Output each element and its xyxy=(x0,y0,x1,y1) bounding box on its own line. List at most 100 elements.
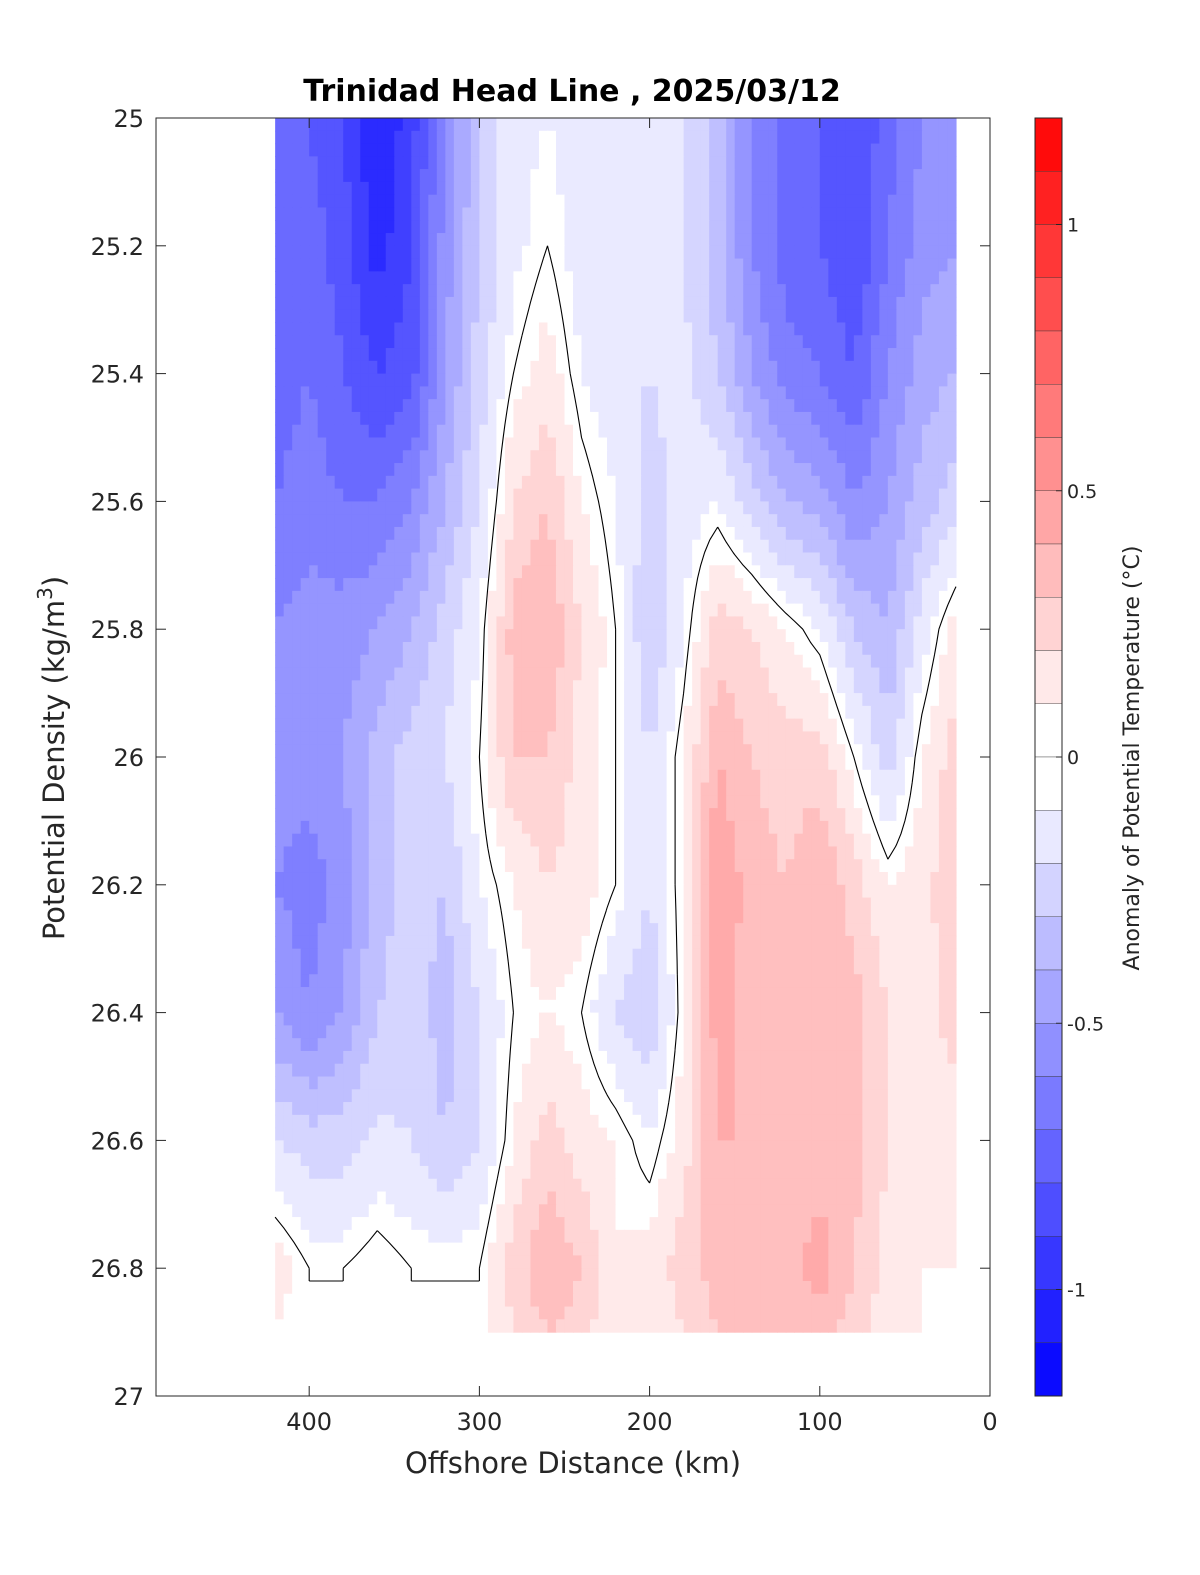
contour-cell xyxy=(930,846,940,860)
contour-cell xyxy=(479,667,489,681)
contour-cell xyxy=(921,360,932,375)
contour-cell xyxy=(360,603,370,618)
contour-cell xyxy=(649,143,659,157)
contour-cell xyxy=(334,322,344,336)
contour-cell xyxy=(930,603,940,618)
contour-cell xyxy=(683,884,693,899)
contour-cell xyxy=(666,207,676,221)
contour-cell xyxy=(709,667,719,681)
contour-cell xyxy=(819,590,829,605)
contour-cell xyxy=(598,437,608,451)
contour-cell xyxy=(777,181,787,196)
contour-cell xyxy=(343,309,353,324)
contour-cell xyxy=(360,258,370,272)
contour-cell xyxy=(692,744,702,758)
contour-cell xyxy=(326,718,336,733)
contour-cell xyxy=(862,872,872,886)
contour-cell xyxy=(487,271,498,285)
contour-cell xyxy=(317,360,327,375)
contour-cell xyxy=(309,616,319,630)
contour-cell xyxy=(530,757,540,771)
contour-cell xyxy=(351,488,361,502)
contour-cell xyxy=(402,386,412,400)
contour-cell xyxy=(564,118,574,132)
contour-cell xyxy=(538,233,549,247)
contour-cell xyxy=(947,744,957,758)
contour-cell xyxy=(555,143,566,157)
contour-cell xyxy=(368,437,378,451)
contour-cell xyxy=(802,501,812,515)
contour-cell xyxy=(819,539,829,554)
contour-cell xyxy=(624,258,634,272)
contour-cell xyxy=(828,488,838,502)
contour-cell xyxy=(402,463,412,477)
contour-cell xyxy=(675,820,685,835)
contour-cell xyxy=(768,463,778,477)
contour-cell xyxy=(862,386,872,400)
contour-cell xyxy=(879,744,889,758)
contour-cell xyxy=(819,667,829,681)
contour-cell xyxy=(913,667,923,681)
contour-cell xyxy=(521,245,532,260)
contour-cell xyxy=(683,118,693,132)
contour-cell xyxy=(351,296,361,311)
contour-cell xyxy=(896,296,906,311)
contour-cell xyxy=(462,910,472,924)
contour-cell xyxy=(862,258,872,272)
contour-cell xyxy=(317,296,327,311)
contour-cell xyxy=(709,258,719,272)
contour-cell xyxy=(777,360,787,375)
contour-cell xyxy=(913,322,923,336)
contour-cell xyxy=(530,641,540,656)
contour-cell xyxy=(283,245,293,260)
contour-cell xyxy=(947,488,957,502)
contour-cell xyxy=(428,603,438,618)
contour-cell xyxy=(504,808,515,822)
contour-cell xyxy=(385,450,395,464)
contour-cell xyxy=(938,181,949,196)
contour-cell xyxy=(870,667,880,681)
contour-cell xyxy=(828,348,838,362)
contour-cell xyxy=(921,641,932,656)
contour-cell xyxy=(334,603,344,618)
contour-cell xyxy=(658,808,668,822)
contour-cell xyxy=(479,233,489,247)
contour-cell xyxy=(504,846,515,860)
contour-cell xyxy=(794,846,804,860)
contour-cell xyxy=(904,526,915,541)
contour-cell xyxy=(692,450,702,464)
contour-cell xyxy=(300,169,310,183)
contour-cell xyxy=(317,411,327,426)
contour-cell xyxy=(590,296,600,311)
contour-cell xyxy=(904,450,915,464)
contour-cell xyxy=(428,884,438,899)
contour-cell xyxy=(743,565,753,579)
contour-cell xyxy=(470,590,480,605)
contour-cell xyxy=(734,590,744,605)
contour-cell xyxy=(785,782,795,796)
contour-cell xyxy=(590,590,600,605)
contour-cell xyxy=(811,373,821,387)
contour-cell xyxy=(326,181,336,196)
contour-cell xyxy=(641,233,651,247)
contour-cell xyxy=(615,565,625,579)
contour-cell xyxy=(947,680,957,694)
contour-cell xyxy=(947,284,957,298)
contour-cell xyxy=(785,539,795,554)
contour-cell xyxy=(921,373,932,387)
contour-cell xyxy=(853,488,863,502)
contour-cell xyxy=(326,514,336,528)
contour-cell xyxy=(675,360,685,375)
contour-cell xyxy=(913,526,923,541)
contour-cell xyxy=(853,718,863,733)
contour-cell xyxy=(453,463,463,477)
contour-cell xyxy=(887,488,897,502)
contour-cell xyxy=(564,884,574,899)
contour-cell xyxy=(947,578,957,592)
contour-cell xyxy=(487,820,498,835)
contour-cell xyxy=(734,757,744,771)
contour-cell xyxy=(453,169,463,183)
contour-cell xyxy=(709,386,719,400)
contour-cell xyxy=(538,169,549,183)
contour-cell xyxy=(496,360,506,375)
